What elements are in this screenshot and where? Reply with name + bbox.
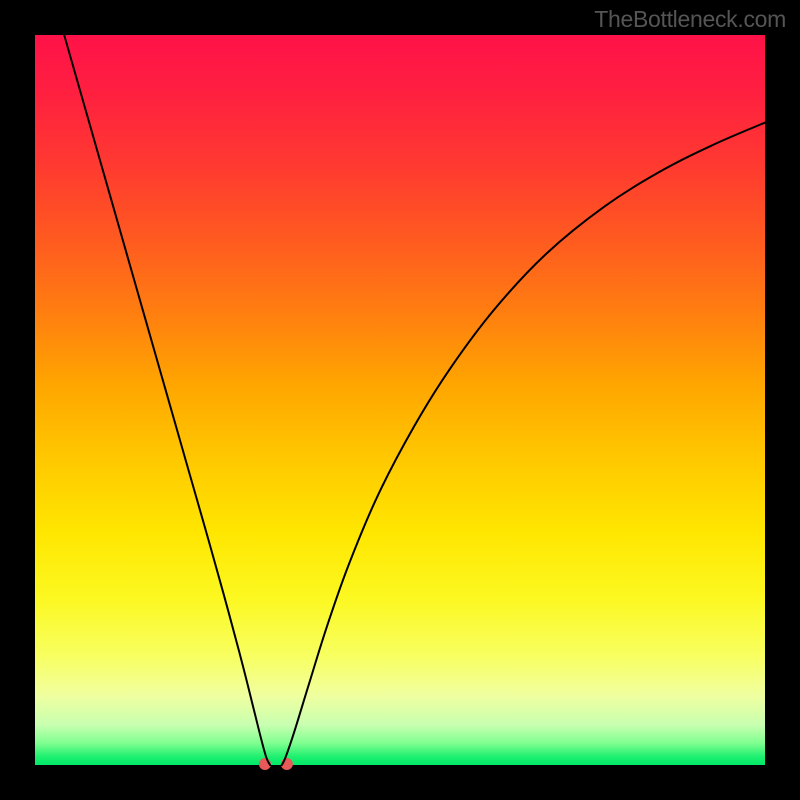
chart-container: TheBottleneck.com: [0, 0, 800, 800]
watermark-label: TheBottleneck.com: [594, 6, 786, 33]
bottleneck-chart: [0, 0, 800, 800]
plot-background: [35, 35, 765, 765]
